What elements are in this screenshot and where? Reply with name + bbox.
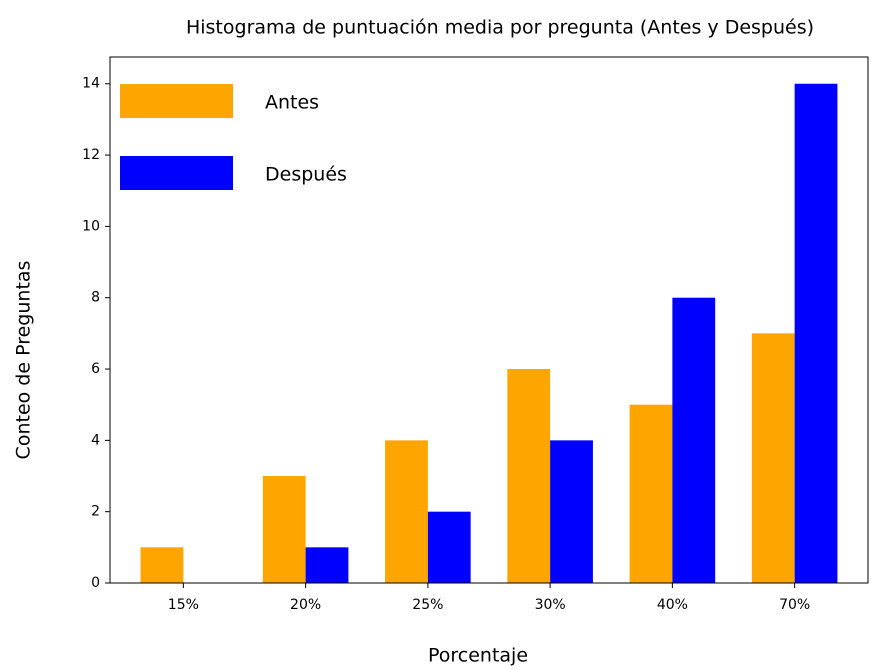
y-tick-label: 0 <box>91 575 100 591</box>
bar <box>262 476 306 583</box>
y-tick-label: 4 <box>91 432 100 448</box>
bar <box>427 511 471 583</box>
x-tick-label: 70% <box>779 597 810 613</box>
x-tick-label: 20% <box>290 597 321 613</box>
bar <box>629 404 673 583</box>
legend-swatch <box>120 84 233 118</box>
bar <box>507 369 551 583</box>
bar <box>385 440 428 583</box>
y-tick-label: 2 <box>91 504 100 520</box>
bar <box>305 547 349 583</box>
x-axis-label: Porcentaje <box>428 645 528 667</box>
chart-title: Histograma de puntuación media por pregu… <box>186 17 814 39</box>
x-tick-label: 15% <box>168 597 199 613</box>
legend-label: Antes <box>265 92 319 114</box>
bar <box>140 547 184 583</box>
y-tick-label: 12 <box>82 147 100 163</box>
y-tick-label: 8 <box>91 290 100 306</box>
bar <box>751 333 795 583</box>
y-tick-label: 14 <box>82 76 100 92</box>
y-tick-label: 6 <box>91 361 100 377</box>
y-axis-label: Conteo de Preguntas <box>13 261 35 460</box>
legend-swatch <box>120 156 233 190</box>
bar <box>550 440 593 583</box>
x-tick-label: 40% <box>657 597 688 613</box>
bar <box>794 83 838 584</box>
x-tick-label: 25% <box>412 597 443 613</box>
bar <box>672 297 716 583</box>
legend-label: Después <box>265 164 347 186</box>
plot-frame <box>109 56 869 584</box>
y-tick-label: 10 <box>82 218 100 234</box>
x-tick-label: 30% <box>535 597 566 613</box>
